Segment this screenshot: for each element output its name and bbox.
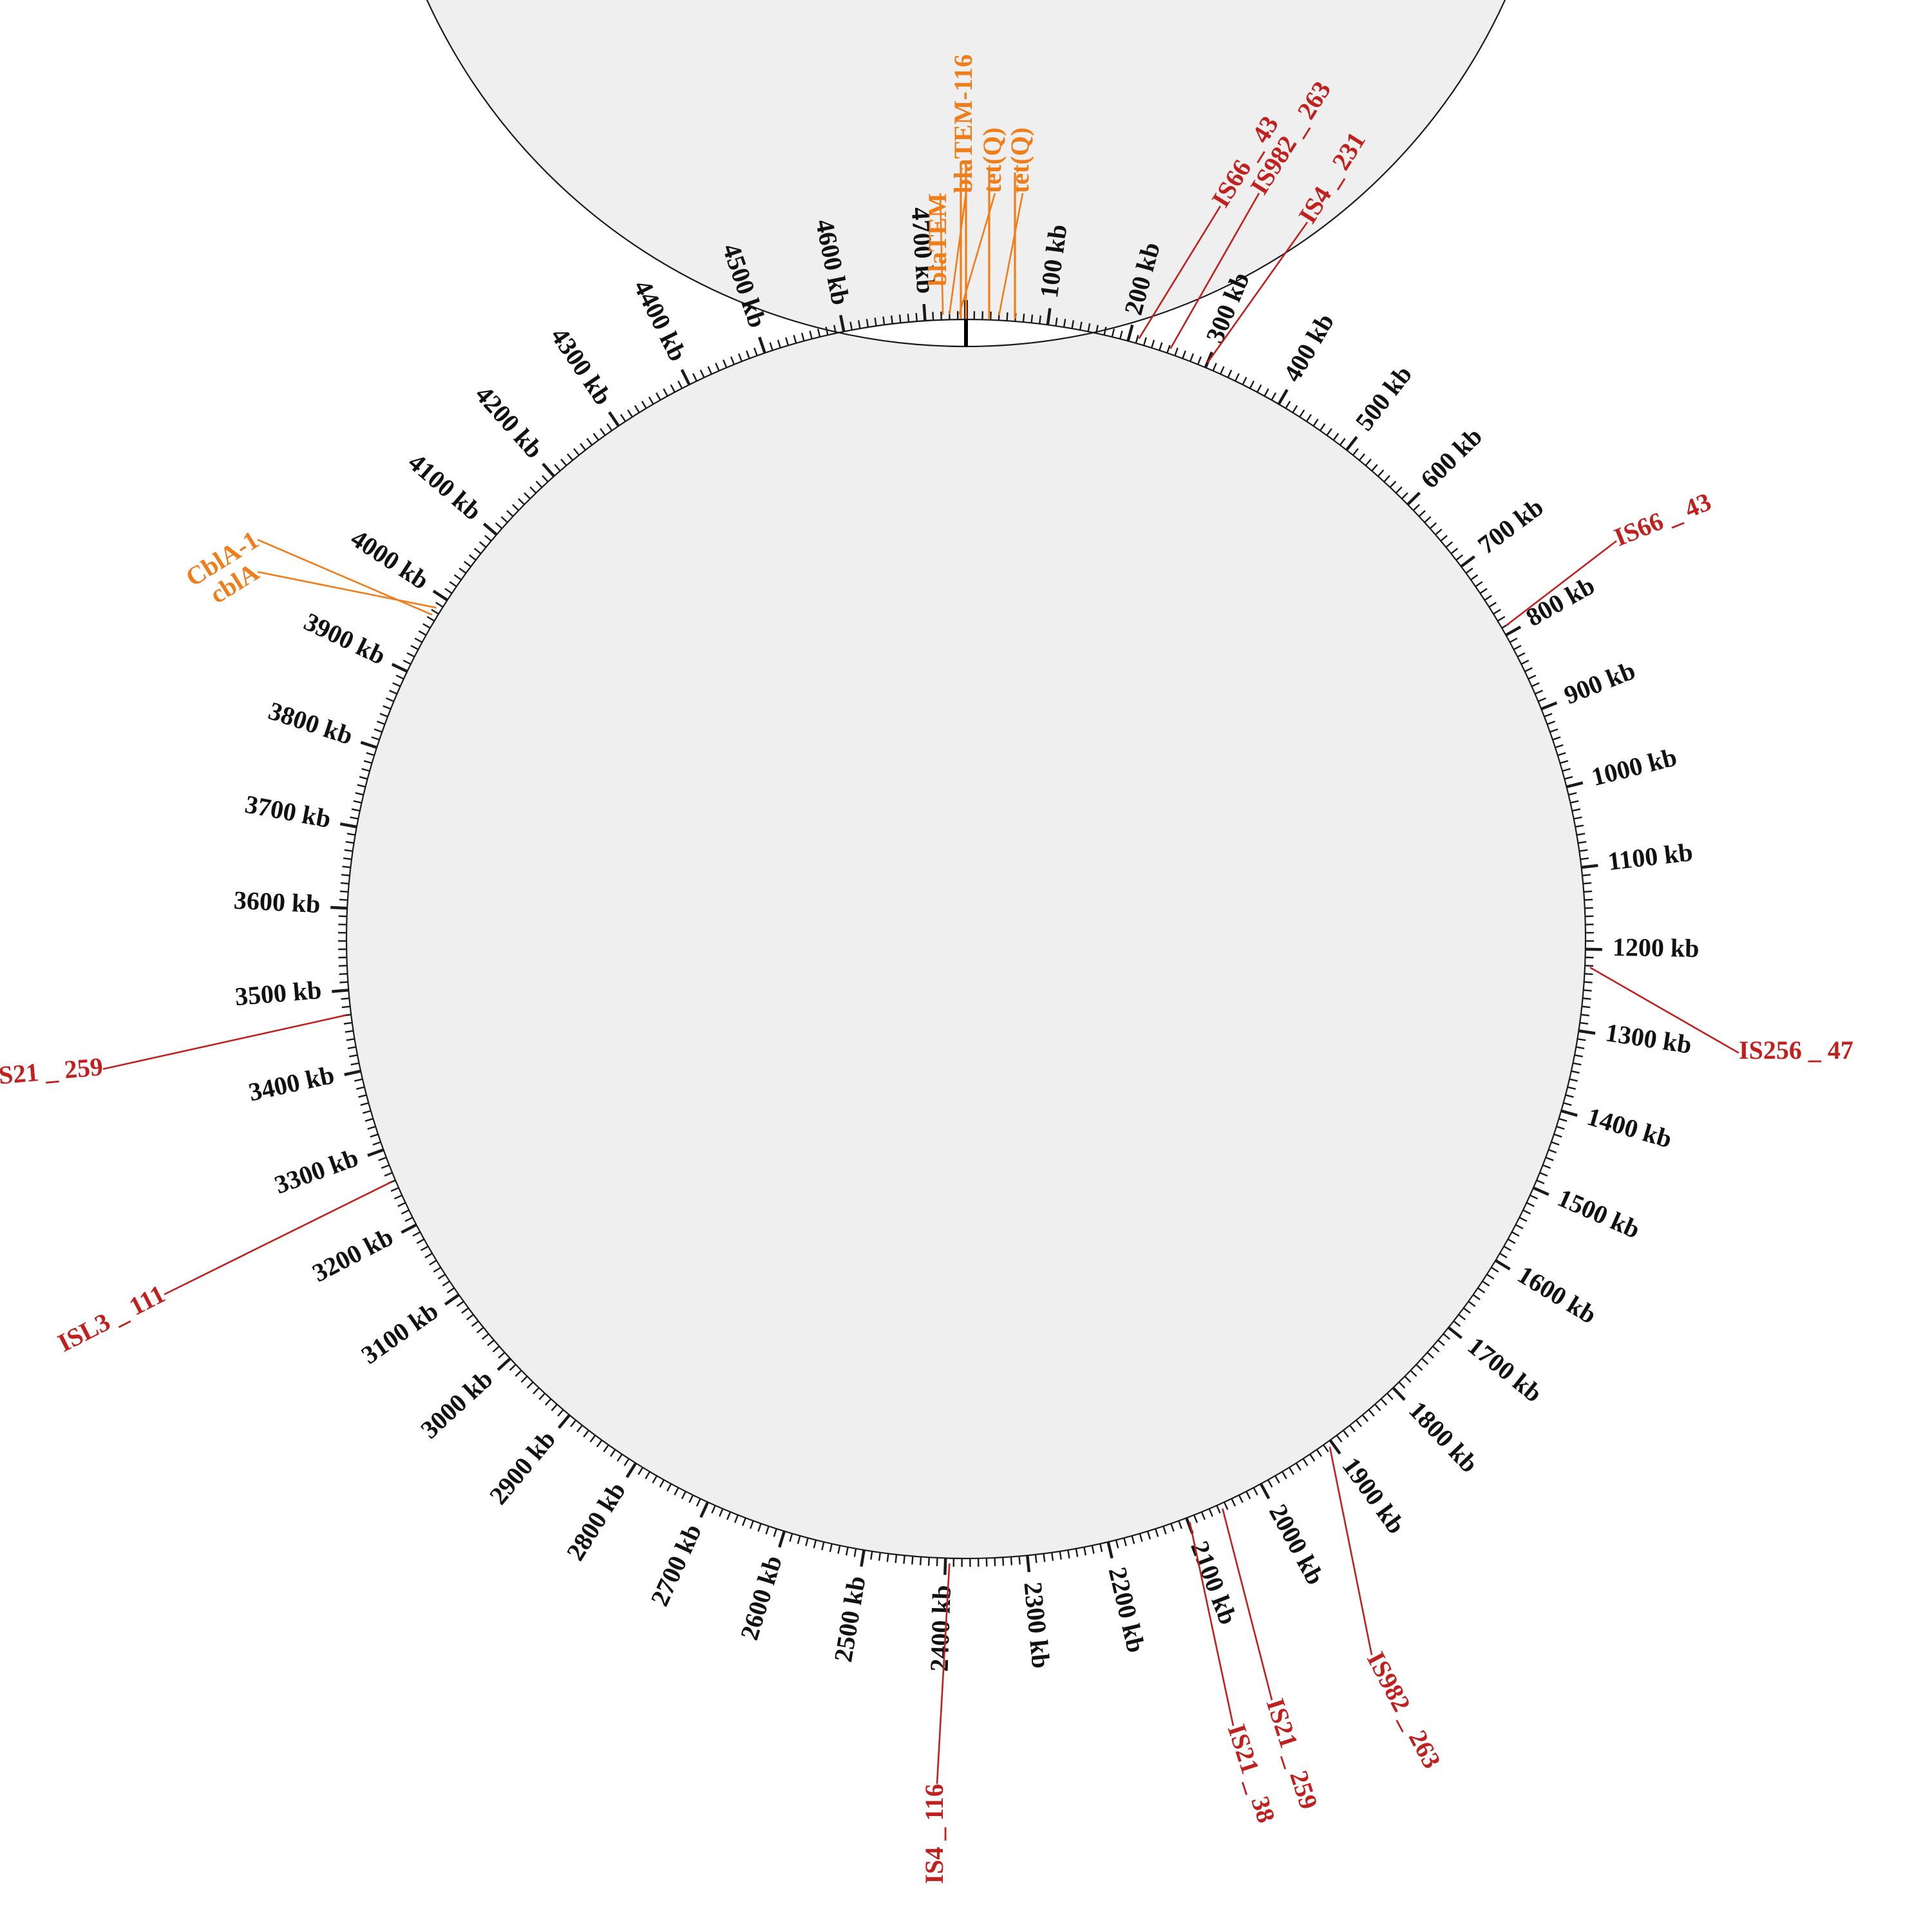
genome-map-figure: 100 kb 200 kb 300 kb 400 kb 500 kb 600 kb 700 … bbox=[0, 0, 1853, 1884]
